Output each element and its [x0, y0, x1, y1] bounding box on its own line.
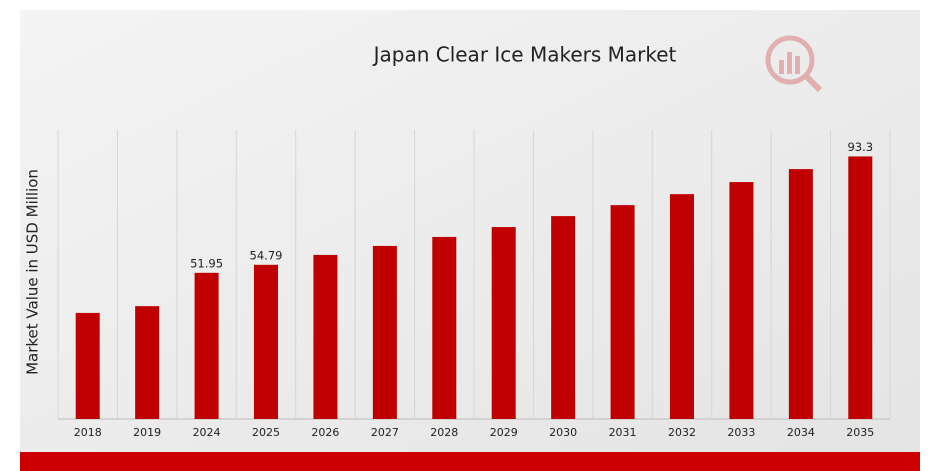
x-tick-label: 2018	[74, 426, 102, 439]
bar	[670, 194, 694, 419]
x-tick-label: 2031	[609, 426, 637, 439]
data-label: 54.79	[250, 248, 283, 262]
bar	[729, 182, 754, 419]
logo	[765, 35, 823, 93]
bar	[610, 205, 635, 419]
data-label: 93.3	[847, 140, 873, 154]
bar	[551, 216, 576, 419]
x-tick-label: 2028	[430, 426, 458, 439]
data-label: 51.95	[190, 256, 223, 270]
x-tick-label: 2033	[727, 426, 755, 439]
x-tick-label: 2030	[549, 426, 577, 439]
bar	[254, 264, 278, 419]
bar	[372, 245, 397, 419]
footer-band	[20, 452, 920, 471]
bar	[75, 312, 100, 419]
y-axis-label: Market Value in USD Million	[24, 169, 42, 375]
bar	[432, 236, 457, 419]
bar	[788, 169, 813, 419]
x-tick-label: 2032	[668, 426, 696, 439]
x-tick-label: 2024	[193, 426, 221, 439]
x-tick-label: 2025	[252, 426, 280, 439]
x-tick-label: 2035	[846, 426, 874, 439]
bar	[848, 156, 873, 420]
x-tick-label: 2029	[490, 426, 518, 439]
bar	[313, 254, 338, 419]
chart-title: Japan Clear Ice Makers Market	[372, 43, 677, 67]
bar	[491, 227, 516, 419]
chart-background	[20, 10, 920, 452]
bar	[135, 306, 160, 419]
x-tick-label: 2034	[787, 426, 815, 439]
bar	[194, 272, 219, 419]
x-tick-label: 2027	[371, 426, 399, 439]
x-tick-label: 2019	[133, 426, 161, 439]
x-tick-label: 2026	[311, 426, 339, 439]
